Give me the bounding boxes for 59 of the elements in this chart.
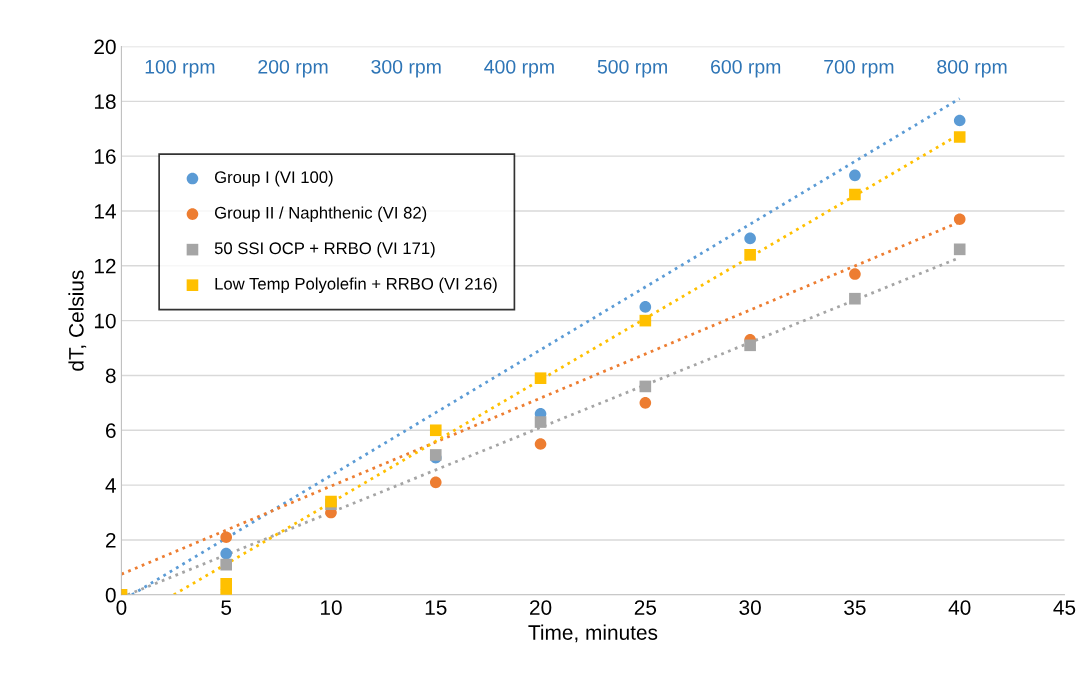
y-tick-label: 16: [94, 149, 116, 164]
point: [849, 188, 861, 201]
point: [744, 232, 756, 245]
point: [639, 397, 652, 409]
point: [220, 547, 232, 560]
legend-label: Group I (VI 100): [214, 170, 333, 187]
point: [220, 558, 232, 571]
point: [744, 339, 756, 352]
x-tick-label: 10: [320, 600, 342, 615]
point: [849, 268, 861, 280]
annotation: 100 rpm: [145, 59, 215, 78]
point: [534, 438, 547, 450]
y-tick-label: 14: [94, 204, 116, 219]
y-tick-label: 4: [105, 478, 116, 493]
annotation: 300 rpm: [371, 59, 441, 78]
y-tick-label: 0: [105, 587, 116, 603]
annotation: 700 rpm: [824, 59, 894, 78]
point: [953, 131, 966, 143]
annotation: 500 rpm: [597, 59, 667, 78]
x-tick-label: 20: [530, 600, 552, 615]
y-axis-title: dT, Celsius: [68, 270, 87, 371]
point: [849, 292, 861, 305]
y-tick-label: 10: [94, 313, 116, 329]
x-tick-label: 40: [948, 600, 971, 615]
point: [953, 213, 966, 226]
legend-label: Low Temp Polyolefin + RRBO (VI 216): [215, 277, 497, 293]
point: [639, 380, 652, 393]
point: [849, 169, 861, 182]
y-tick-label: 18: [94, 94, 116, 110]
x-tick-label: 15: [425, 600, 447, 615]
x-tick-label: 0: [116, 600, 127, 615]
point: [639, 301, 652, 313]
y-tick-label: 8: [105, 368, 116, 384]
point: [534, 416, 547, 428]
point: [220, 531, 232, 543]
x-tick-label: 25: [634, 600, 657, 615]
y-tick-label: 12: [94, 258, 116, 274]
y-tick-label: 2: [106, 532, 116, 548]
point: [744, 249, 756, 261]
y-tick-label: 6: [106, 423, 116, 439]
point: [953, 114, 966, 127]
x-tick-label: 35: [844, 600, 866, 615]
point: [429, 424, 442, 437]
x-tick-label: 30: [739, 600, 761, 615]
x-tick-label: 45: [1053, 600, 1076, 615]
annotation: 400 rpm: [484, 59, 554, 78]
point: [220, 577, 232, 590]
x-tick-label: 5: [221, 600, 232, 615]
legend-label: 50 SSI OCP + RRBO (VI 171): [214, 241, 435, 258]
y-tick-label: 20: [94, 39, 116, 55]
legend-label: Group II / Naphthenic (VI 82): [214, 206, 427, 222]
x-axis-title: Time, minutes: [528, 624, 658, 643]
annotation: 600 rpm: [711, 59, 781, 78]
point: [429, 476, 442, 489]
annotation: 200 rpm: [258, 59, 328, 78]
annotation: 800 rpm: [937, 59, 1007, 78]
point: [953, 243, 966, 256]
point: [639, 314, 652, 327]
point: [534, 372, 547, 385]
